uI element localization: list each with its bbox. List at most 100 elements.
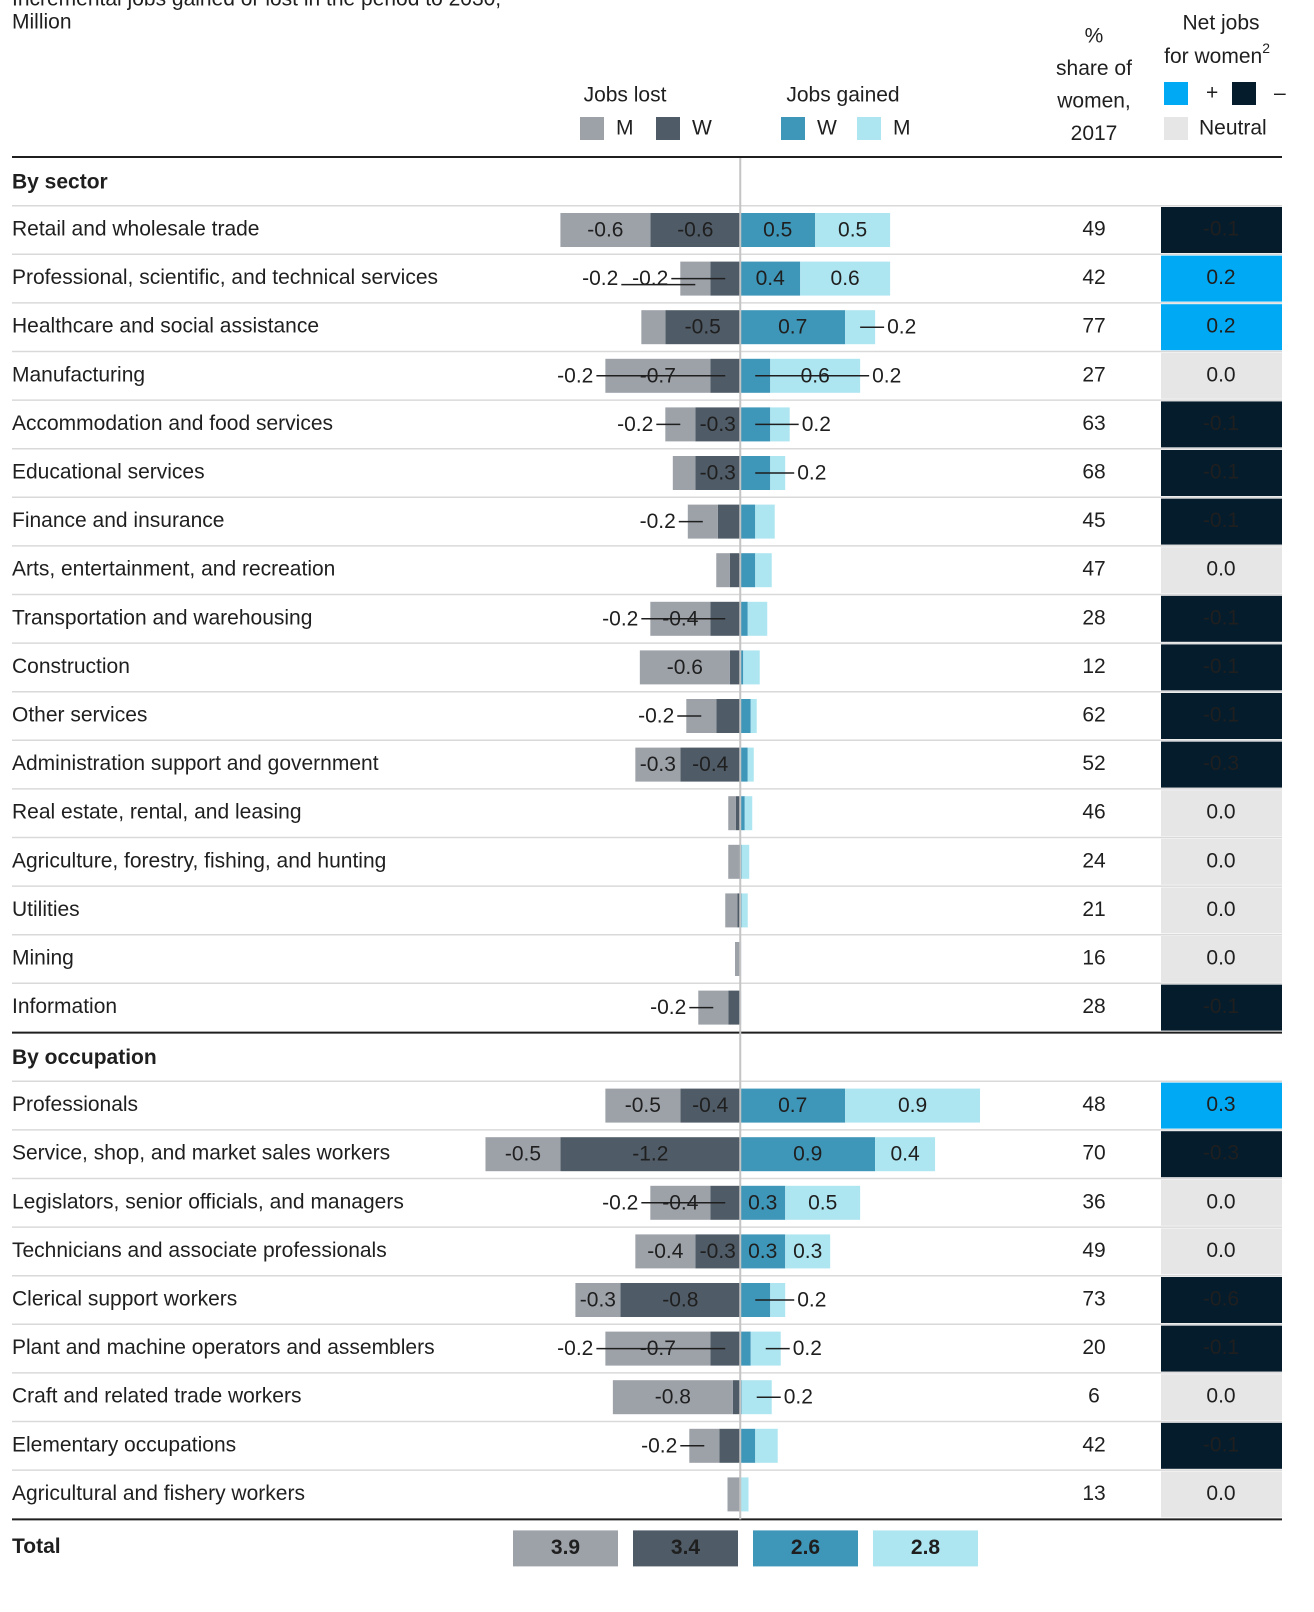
bar-segment (728, 845, 738, 879)
unit-label: Million (12, 11, 72, 34)
share-value: 52 (1082, 752, 1105, 775)
total-value: 3.9 (551, 1536, 580, 1559)
share-value: 48 (1082, 1093, 1105, 1116)
bar-segment (716, 553, 729, 587)
footnote-marker: 2 (1262, 40, 1270, 56)
data-label: -0.2 (638, 705, 674, 728)
data-label: -0.5 (505, 1143, 541, 1166)
total-value: 2.8 (911, 1536, 941, 1559)
data-label: 0.5 (838, 219, 867, 242)
data-label: -0.6 (677, 219, 713, 242)
data-label: -0.2 (557, 1337, 593, 1360)
legend-label: W (817, 117, 837, 140)
share-value: 45 (1082, 509, 1105, 532)
category-label: Mining (12, 947, 74, 970)
net-value: 0.0 (1206, 1239, 1235, 1262)
bar-segment (755, 1429, 777, 1463)
data-label: 0.5 (808, 1191, 837, 1214)
bar-segment (716, 699, 740, 733)
net-value: 0.0 (1206, 363, 1235, 386)
share-value: 36 (1082, 1190, 1105, 1213)
bar-segment (740, 1332, 750, 1366)
share-value: 42 (1082, 266, 1105, 289)
bar-segment (743, 650, 759, 684)
data-label: -0.4 (647, 1240, 684, 1263)
data-label: -0.2 (650, 996, 686, 1019)
data-label: 0.9 (793, 1143, 822, 1166)
data-label: -0.2 (557, 364, 593, 387)
data-label: -0.3 (700, 462, 736, 485)
bar-segment (730, 553, 740, 587)
net-value: 0.0 (1206, 849, 1235, 872)
net-value: -0.1 (1203, 218, 1239, 241)
net-header: Net jobs (1182, 12, 1259, 35)
bar-segment (740, 699, 750, 733)
data-label: -0.6 (587, 219, 623, 242)
share-value: 16 (1082, 947, 1105, 970)
data-label: -0.2 (641, 1434, 677, 1457)
total-value: 2.6 (791, 1536, 820, 1559)
data-label: -0.5 (685, 316, 721, 339)
category-label: Administration support and government (12, 752, 379, 775)
net-value: 0.0 (1206, 947, 1235, 970)
category-label: Educational services (12, 461, 205, 484)
share-value: 73 (1082, 1288, 1105, 1311)
category-label: Agricultural and fishery workers (12, 1482, 305, 1505)
bar-segment (733, 1380, 740, 1414)
data-label: -0.8 (655, 1386, 691, 1409)
category-label: Elementary occupations (12, 1433, 236, 1456)
bar-segment (728, 991, 740, 1025)
share-value: 24 (1082, 849, 1106, 872)
legend-label: W (692, 117, 712, 140)
legend-swatch (781, 117, 805, 140)
share-value: 28 (1082, 995, 1105, 1018)
total-label: Total (12, 1535, 61, 1558)
data-label: 0.4 (756, 267, 786, 290)
category-label: Accommodation and food services (12, 412, 333, 435)
category-label: Legislators, senior officials, and manag… (12, 1190, 404, 1213)
share-value: 77 (1082, 315, 1105, 338)
share-value: 68 (1082, 461, 1105, 484)
category-label: Healthcare and social assistance (12, 315, 319, 338)
net-value: -0.1 (1203, 1336, 1239, 1359)
data-label: -0.4 (662, 1191, 699, 1214)
bar-segment (748, 748, 754, 782)
share-value: 12 (1082, 655, 1105, 678)
bar-segment (745, 796, 752, 830)
legend-swatch (656, 117, 680, 140)
share-value: 42 (1082, 1433, 1105, 1456)
chart-title: Incremental jobs gained or lost in the p… (12, 0, 501, 11)
legend-label: M (616, 117, 634, 140)
data-label: 0.6 (831, 267, 860, 290)
legend-swatch (580, 117, 604, 140)
category-label: Finance and insurance (12, 509, 224, 532)
data-label: -0.2 (617, 413, 653, 436)
bar-segment (735, 942, 739, 976)
bar-segment (741, 1477, 748, 1511)
data-label: 0.7 (778, 316, 807, 339)
data-label: -0.2 (632, 267, 668, 290)
category-label: Technicians and associate professionals (12, 1239, 387, 1262)
category-label: Other services (12, 704, 147, 727)
bar-segment (740, 602, 747, 636)
data-label: -0.8 (662, 1289, 698, 1312)
share-value: 27 (1082, 363, 1105, 386)
net-value: -0.1 (1203, 704, 1239, 727)
category-label: Plant and machine operators and assemble… (12, 1336, 435, 1359)
data-label: -0.7 (640, 1337, 676, 1360)
category-label: Real estate, rental, and leasing (12, 801, 302, 824)
net-header-text: for women (1164, 45, 1262, 68)
data-label: 0.3 (748, 1191, 777, 1214)
legend-swatch (857, 117, 881, 140)
category-label: Utilities (12, 898, 80, 921)
net-value: -0.1 (1203, 509, 1239, 532)
category-label: Manufacturing (12, 363, 145, 386)
share-value: 62 (1082, 704, 1105, 727)
share-value: 47 (1082, 558, 1105, 581)
data-label: 0.2 (797, 462, 826, 485)
legend-title: Jobs lost (584, 84, 667, 107)
net-legend-label: + (1206, 82, 1218, 105)
net-value: 0.0 (1206, 898, 1235, 921)
net-legend-label: Neutral (1199, 117, 1267, 140)
